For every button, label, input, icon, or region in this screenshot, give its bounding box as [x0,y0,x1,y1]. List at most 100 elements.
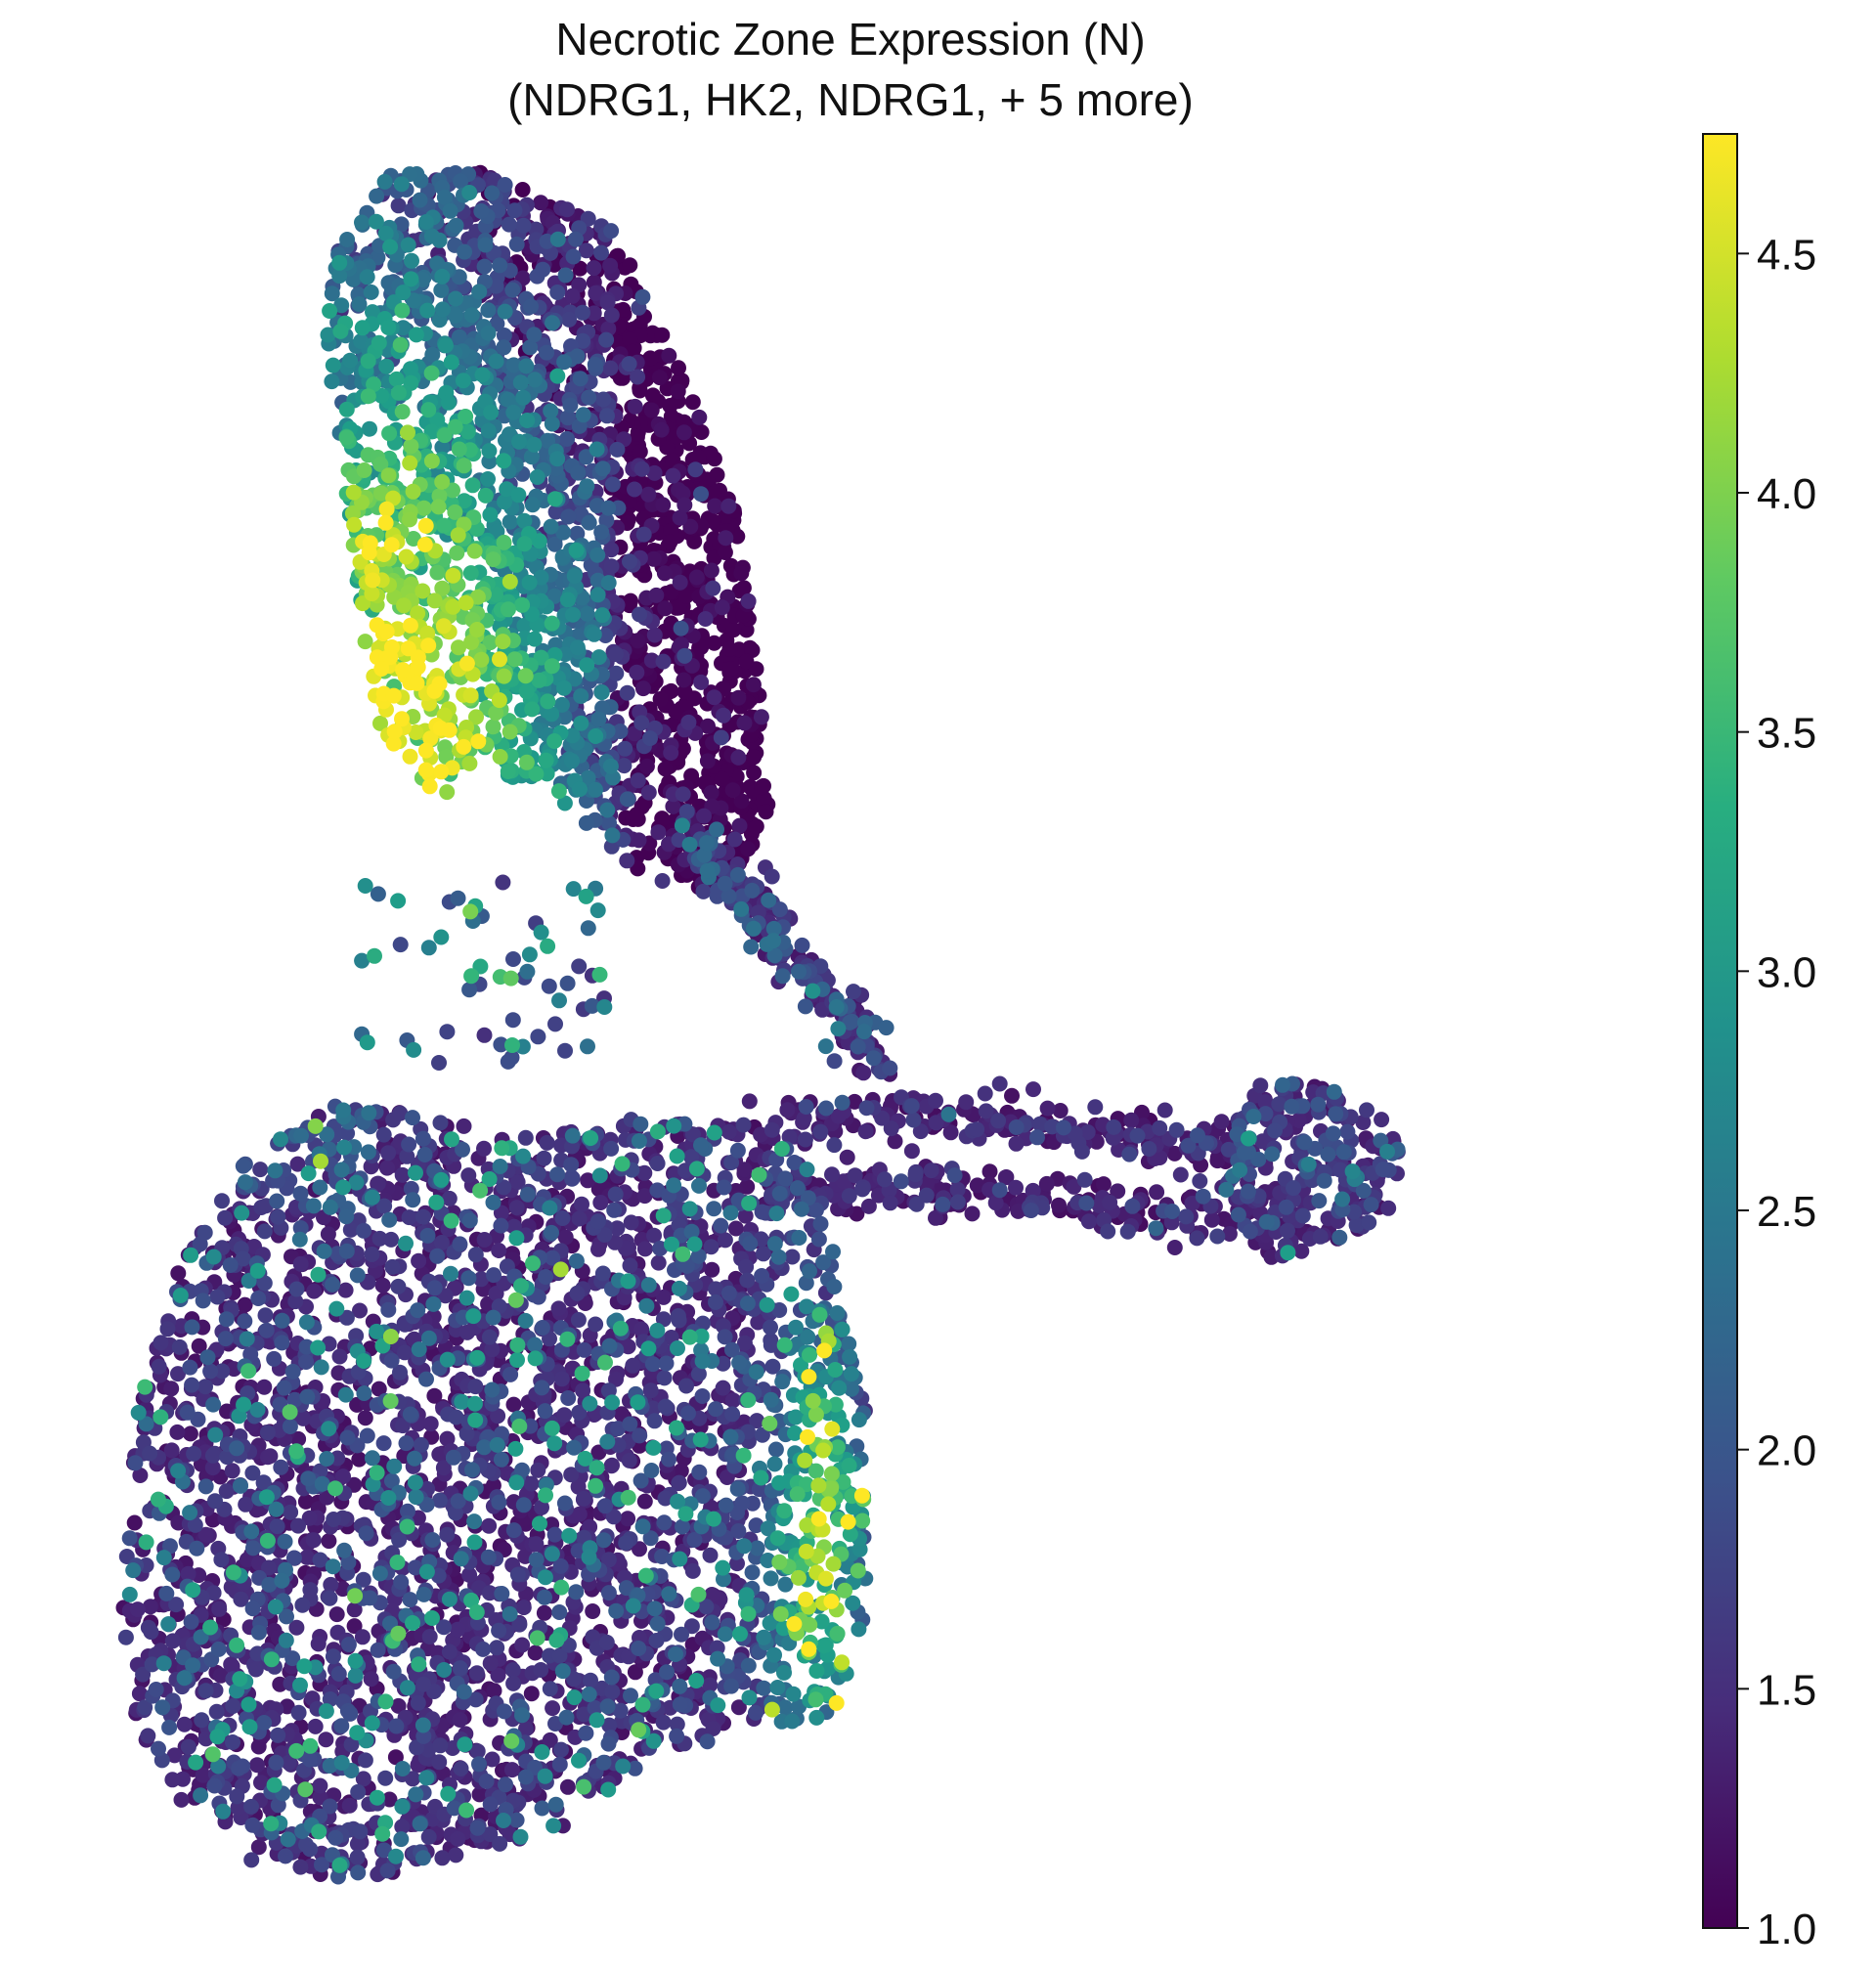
scatter-point [564,287,581,304]
scatter-point [131,1686,148,1702]
scatter-point [708,1401,723,1418]
scatter-point [1025,1081,1041,1098]
scatter-point [1087,1099,1104,1116]
scatter-point [127,1455,144,1471]
scatter-point [797,1131,813,1148]
scatter-point [1242,1223,1258,1240]
scatter-point [640,784,657,801]
scatter-point [503,1762,520,1778]
scatter-point [301,1751,318,1768]
scatter-point [619,684,635,701]
scatter-point [684,1562,701,1579]
scatter-point [542,1681,558,1697]
scatter-point [1192,1173,1208,1189]
scatter-point [476,1140,492,1157]
scatter-point [720,1123,737,1140]
scatter-point [1008,1119,1025,1135]
scatter-point [969,1177,985,1194]
scatter-point [697,611,714,627]
scatter-point [656,1514,673,1531]
scatter-point [603,558,620,575]
scatter-point [370,1642,386,1658]
scatter-point [572,371,589,387]
scatter-point [730,1699,747,1716]
scatter-point [191,1337,207,1354]
scatter-point [673,1463,689,1479]
scatter-point [632,606,648,623]
scatter-point [217,1331,234,1347]
scatter-point [733,565,750,582]
scatter-point [777,1170,794,1187]
scatter-point [608,665,625,681]
scatter-point [432,1737,449,1754]
scatter-point [452,1712,468,1728]
scatter-point [318,1732,334,1748]
scatter-point [733,793,750,810]
scatter-point [393,1574,410,1591]
scatter-point [928,1209,943,1226]
scatter-point [482,1796,499,1813]
scatter-point [592,1195,609,1210]
chart-title: Necrotic Zone Expression (N) [555,14,1145,65]
scatter-point [593,244,609,261]
scatter-point [439,1526,456,1543]
scatter-point [715,1380,731,1396]
scatter-point [450,1830,466,1847]
scatter-point [561,311,578,328]
scatter-point [720,498,737,514]
scatter-point [325,1276,341,1293]
scatter-point [214,1193,230,1209]
scatter-point [619,791,635,808]
scatter-point [812,1123,829,1140]
scatter-point [270,1208,286,1225]
scatter-point [534,1320,550,1336]
scatter-point [283,1504,299,1520]
scatter-point [680,714,697,730]
scatter-point [606,1202,623,1218]
scatter-point [491,1494,507,1511]
scatter-point [572,260,589,277]
scatter-point [266,1350,283,1367]
scatter-point [171,1338,188,1355]
scatter-point [704,1614,720,1631]
scatter-point [603,1458,620,1474]
scatter-point [651,370,668,386]
scatter-point [536,1604,552,1621]
scatter-point [292,1255,309,1272]
scatter-point [784,1249,801,1265]
scatter-point [583,1672,598,1688]
scatter-point [364,1247,380,1262]
scatter-point [714,599,730,616]
scatter-point [243,1798,259,1815]
scatter-point [354,1629,371,1645]
scatter-point [671,360,686,376]
scatter-point [180,1738,196,1755]
scatter-point [258,1322,275,1338]
scatter-point [568,1584,585,1600]
scatter-point [195,1293,211,1309]
scatter-point [1164,1204,1180,1219]
scatter-point [643,402,660,418]
scatter-point [164,1772,181,1788]
scatter-point [539,1134,555,1151]
scatter-point [1168,1121,1185,1138]
scatter-point [622,553,637,570]
scatter-point [876,1171,893,1188]
scatter-point [642,730,658,747]
scatter-point [1029,1129,1045,1146]
scatter-point [659,1664,675,1681]
scatter-point [388,1718,405,1734]
scatter-point [197,1683,214,1699]
scatter-point [942,1124,959,1141]
scatter-point [515,217,532,234]
scatter-point [459,1324,475,1340]
scatter-point [1328,1106,1344,1122]
scatter-point [486,1683,502,1699]
scatter-point [537,1589,552,1605]
scatter-point [748,1704,763,1721]
scatter-point [405,1110,420,1126]
scatter-point [748,818,764,835]
scatter-point [919,1175,936,1192]
scatter-point [622,257,638,274]
scatter-point [1124,1198,1141,1214]
